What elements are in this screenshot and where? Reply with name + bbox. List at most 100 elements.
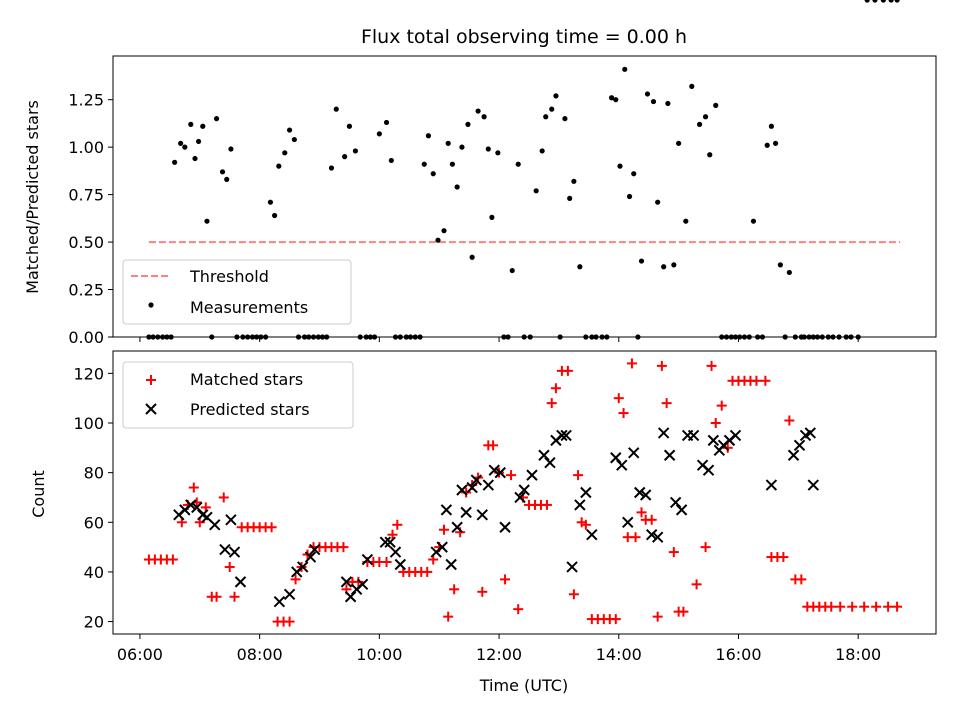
predicted-star-point	[309, 543, 321, 556]
measurement-point	[192, 155, 198, 162]
predicted-star-point	[361, 553, 374, 566]
matched-star-point	[691, 579, 702, 590]
measurement-point	[880, 0, 886, 3]
measurement-point	[617, 163, 623, 169]
measurement-point	[764, 142, 770, 148]
predicted-star-point	[488, 464, 500, 476]
chart-title: Flux total observing time = 0.00 h	[361, 26, 687, 48]
measurement-point	[352, 148, 359, 154]
top-y-tick-label: 1.25	[68, 91, 104, 110]
matched-star-point	[630, 532, 641, 543]
bottom-y-axis-label: Count	[29, 470, 48, 518]
predicted-star-point	[616, 459, 628, 471]
matched-star-point	[700, 542, 711, 553]
predicted-star-point	[518, 484, 530, 496]
matched-star-point	[847, 601, 858, 612]
measurement-point	[465, 121, 471, 127]
measurement-point	[562, 116, 568, 122]
predicted-star-point	[389, 546, 402, 558]
measurement-point	[768, 123, 775, 129]
bottom-y-tick-label: 120	[73, 364, 104, 383]
predicted-star-point	[651, 531, 664, 543]
bottom-x-tick-label: 12:00	[476, 645, 522, 664]
measurement-point	[204, 218, 210, 224]
predicted-star-point	[687, 429, 700, 442]
measurement-point	[441, 228, 447, 234]
measurement-point	[577, 264, 583, 270]
predicted-star-point	[804, 427, 817, 439]
measurement-point	[224, 176, 230, 183]
measurement-point	[626, 193, 633, 200]
matched-star-point	[449, 584, 460, 595]
matched-star-point	[751, 375, 762, 386]
measurement-point	[549, 106, 555, 112]
predicted-star-point	[765, 479, 778, 491]
matched-star-point	[618, 408, 629, 419]
predicted-star-point	[273, 596, 286, 608]
bottom-y-tick-label: 80	[84, 464, 104, 483]
predicted-star-point	[476, 509, 489, 521]
measurement-point	[376, 131, 382, 137]
predicted-star-point	[645, 528, 658, 541]
matched-star-point	[381, 557, 392, 568]
matched-star-point	[796, 574, 807, 585]
measurement-point	[608, 95, 615, 101]
predicted-star-point	[445, 558, 457, 571]
matched-star-point	[438, 524, 449, 535]
measurement-point	[772, 140, 779, 146]
measurement-point	[276, 163, 282, 169]
measurement-point	[282, 150, 288, 156]
predicted-star-point	[219, 543, 231, 556]
measurement-point	[872, 0, 878, 3]
predicted-star-point	[234, 576, 247, 588]
matched-star-point	[580, 519, 591, 530]
measurement-point	[689, 83, 695, 89]
measurement-point	[509, 267, 515, 274]
matched-star-point	[211, 591, 222, 602]
measurement-point	[346, 123, 353, 129]
predicted-star-point	[494, 466, 506, 479]
measurement-point	[533, 188, 539, 194]
predicted-star-point	[440, 504, 453, 516]
matched-star-point	[626, 358, 637, 369]
matched-star-point	[284, 616, 295, 627]
measurement-point	[213, 116, 220, 122]
matched-star-point	[656, 360, 667, 371]
predicted-star-point	[470, 474, 483, 486]
predicted-star-point	[225, 514, 237, 526]
predicted-star-point	[526, 469, 538, 481]
bottom-plot-panel: 20 40 60 80 100 120 06:00 08:00 10:00 12:00 14:00 1…	[73, 350, 937, 664]
predicted-star-point	[456, 484, 468, 496]
matched-star-point	[488, 440, 499, 451]
measurement-point	[219, 169, 226, 175]
predicted-star-point	[228, 546, 241, 558]
predicted-star-point	[451, 521, 463, 533]
matched-star-point	[290, 574, 301, 585]
predicted-star-point	[560, 429, 572, 442]
measurement-point	[421, 161, 427, 167]
measurement-point	[485, 146, 491, 152]
top-y-tick-label: 1.00	[68, 138, 104, 157]
matched-star-point	[706, 360, 717, 371]
predicted-star-point	[460, 506, 472, 519]
matched-star-point	[710, 417, 721, 428]
measurement-point	[182, 144, 188, 150]
predicted-star-point	[574, 499, 586, 511]
measurement-point	[683, 218, 689, 224]
matched-star-point	[477, 586, 488, 597]
measurement-point	[553, 93, 559, 99]
measurement-point	[425, 133, 432, 139]
measurement-point	[707, 152, 713, 158]
top-y-axis-label: Matched/Predicted stars	[23, 100, 42, 294]
matched-star-point	[668, 547, 679, 558]
measurement-point	[459, 144, 465, 150]
matched-star-point	[167, 554, 178, 565]
measurement-point	[178, 140, 184, 146]
predicted-star-point	[580, 486, 592, 499]
matched-star-point	[541, 499, 552, 510]
top-legend-box	[122, 259, 352, 325]
measurement-point	[713, 102, 719, 108]
predicted-star-point	[538, 449, 550, 461]
bottom-legend-box	[122, 361, 354, 429]
legend-measurements-marker	[148, 302, 154, 308]
